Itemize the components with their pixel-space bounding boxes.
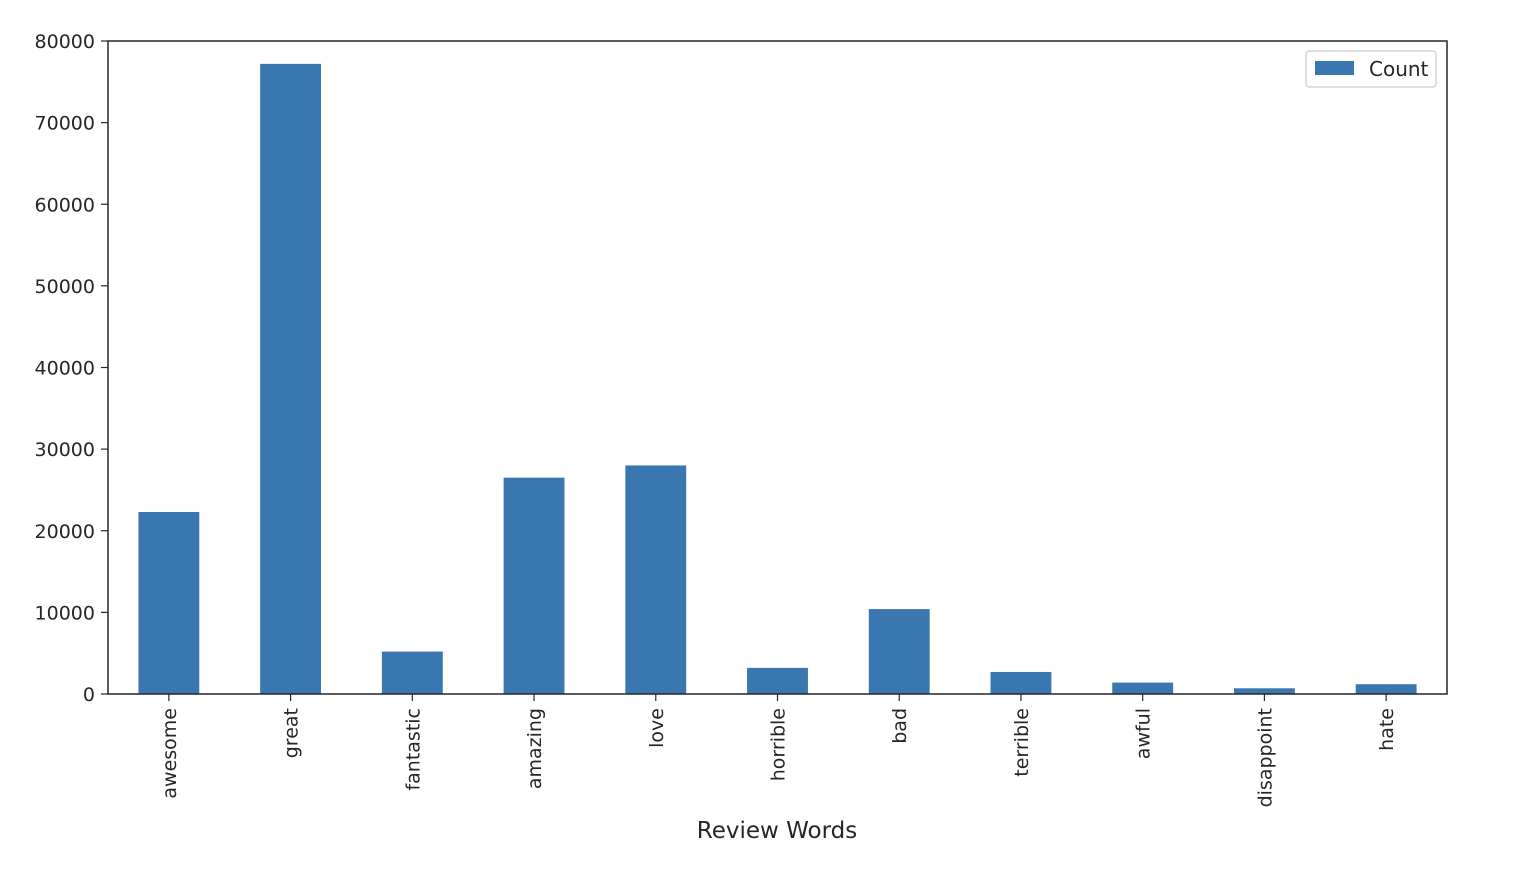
y-tick-label: 40000 bbox=[35, 358, 95, 380]
y-tick-label: 70000 bbox=[35, 113, 95, 135]
x-axis-label: Review Words bbox=[697, 818, 857, 844]
legend: Count bbox=[1305, 50, 1437, 88]
x-tick-label-fantastic: fantastic bbox=[402, 708, 424, 791]
bar-bad bbox=[868, 609, 930, 694]
bar-fantastic bbox=[381, 651, 443, 694]
y-tick-label: 20000 bbox=[35, 521, 95, 543]
bar-disappoint bbox=[1233, 688, 1295, 694]
y-tick-label: 30000 bbox=[35, 439, 95, 461]
bar-love bbox=[625, 465, 687, 694]
x-tick-label-disappoint: disappoint bbox=[1254, 708, 1276, 807]
x-tick-label-horrible: horrible bbox=[768, 708, 790, 781]
y-tick-label: 10000 bbox=[35, 602, 95, 624]
x-tick-label-awesome: awesome bbox=[159, 708, 181, 799]
bar-horrible bbox=[747, 667, 808, 694]
y-tick-label: 50000 bbox=[35, 276, 95, 298]
bar-awesome bbox=[138, 511, 200, 694]
y-axis-ticks: 0 10000 20000 30000 40000 50000 60000 70000 8000… bbox=[35, 31, 108, 706]
x-tick-label-bad: bad bbox=[889, 708, 911, 744]
x-tick-label-awful: awful bbox=[1133, 708, 1155, 759]
legend-label: Count bbox=[1369, 57, 1429, 81]
bar-terrible bbox=[990, 671, 1052, 694]
bar-great bbox=[260, 63, 322, 695]
bar-awful bbox=[1112, 682, 1174, 694]
legend-swatch bbox=[1315, 61, 1354, 75]
x-tick-label-love: love bbox=[646, 708, 668, 748]
bars-layer bbox=[138, 63, 1417, 695]
y-tick-label: 80000 bbox=[35, 31, 95, 53]
x-tick-label-terrible: terrible bbox=[1011, 708, 1033, 777]
bar-amazing bbox=[503, 477, 565, 694]
legend-box bbox=[1305, 50, 1437, 88]
x-tick-label-hate: hate bbox=[1376, 708, 1398, 751]
x-tick-label-amazing: amazing bbox=[524, 708, 546, 789]
bar-hate bbox=[1355, 684, 1417, 694]
x-axis-ticks: awesome great fantastic amazing love horrible… bbox=[159, 694, 1398, 807]
x-tick-label-great: great bbox=[281, 708, 303, 758]
y-tick-label: 0 bbox=[83, 684, 95, 706]
y-tick-label: 60000 bbox=[35, 194, 95, 216]
